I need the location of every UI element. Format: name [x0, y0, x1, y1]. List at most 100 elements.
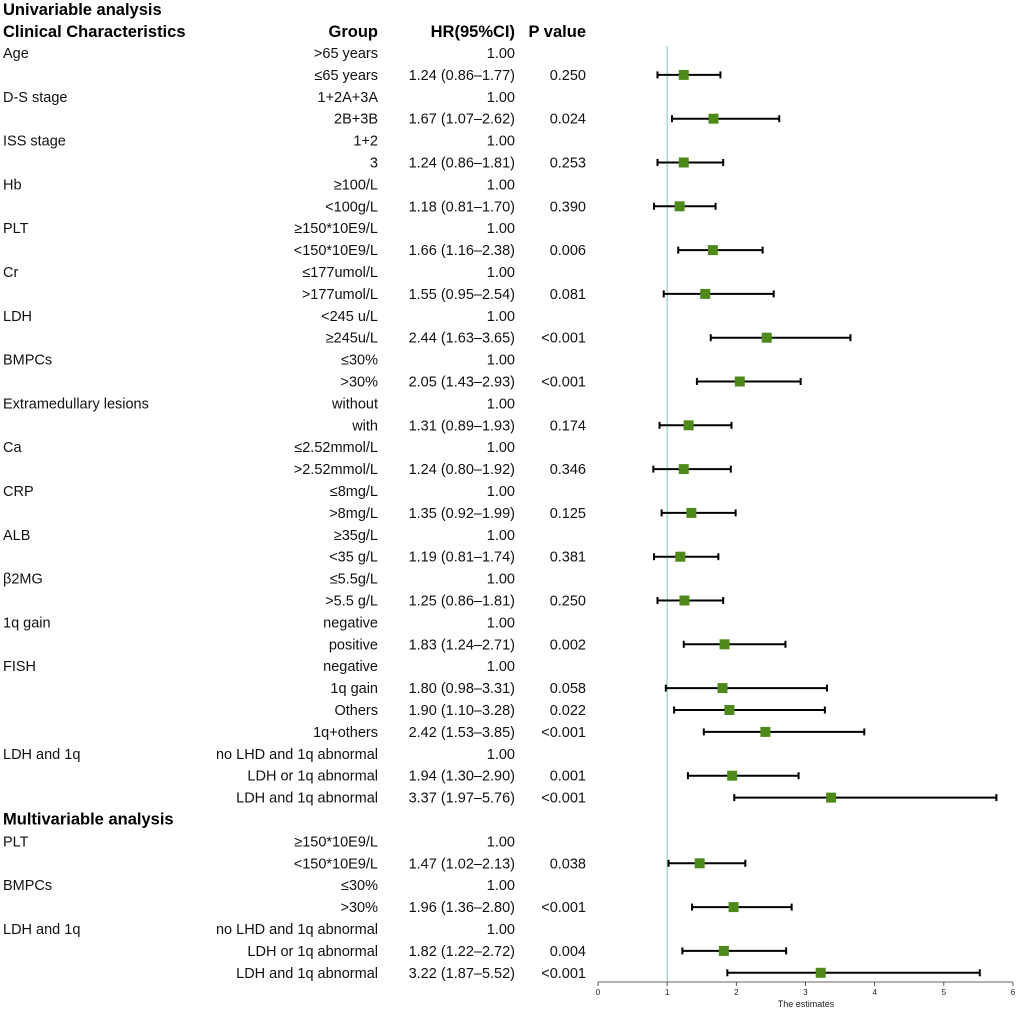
hr-point — [727, 770, 738, 781]
row-group: LDH or 1q abnormal — [247, 769, 378, 785]
row-hr-ci: 1.83 (1.24–2.71) — [409, 637, 515, 653]
hr-point — [707, 245, 718, 256]
row-label: Extramedullary lesions — [3, 396, 149, 412]
x-tick-label: 6 — [1011, 988, 1016, 997]
hr-point — [728, 902, 739, 913]
hr-point — [694, 858, 705, 869]
header-hr: HR(95%CI) — [431, 23, 515, 41]
row-hr-ci: 1.35 (0.92–1.99) — [409, 506, 515, 522]
hr-point — [719, 639, 730, 650]
hr-point — [678, 464, 689, 475]
row-hr-ci: 1.00 — [487, 440, 515, 456]
row-group: negative — [323, 659, 378, 675]
row-group: <100g/L — [325, 199, 378, 215]
row-hr-ci: 2.44 (1.63–3.65) — [409, 331, 515, 347]
row-group: >2.52mmol/L — [294, 462, 378, 478]
row-label: Cr — [3, 265, 18, 281]
x-tick-label: 3 — [803, 988, 808, 997]
row-pvalue: <0.001 — [541, 375, 586, 391]
row-label: LDH — [3, 309, 32, 325]
hr-point — [761, 332, 772, 343]
row-hr-ci: 1.00 — [487, 396, 515, 412]
row-hr-ci: 1.00 — [487, 572, 515, 588]
row-hr-ci: 1.00 — [487, 90, 515, 106]
row-group: 1q gain — [330, 681, 378, 697]
hr-point — [724, 705, 735, 715]
row-group: ≤30% — [341, 878, 378, 894]
hr-point — [718, 945, 729, 956]
row-group: no LHD and 1q abnormal — [216, 747, 378, 763]
hr-point — [679, 595, 690, 606]
row-label: Ca — [3, 440, 22, 456]
row-group: Others — [334, 703, 378, 719]
hr-point — [674, 201, 685, 212]
hr-point — [815, 967, 826, 978]
row-label: FISH — [3, 659, 36, 675]
row-label: PLT — [3, 834, 29, 850]
row-pvalue: <0.001 — [541, 331, 586, 347]
row-group: >65 years — [314, 46, 378, 62]
row-hr-ci: 1.55 (0.95–2.54) — [409, 287, 515, 303]
row-label: BMPCs — [3, 353, 52, 369]
row-group: ≥150*10E9/L — [294, 834, 378, 850]
row-hr-ci: 3.37 (1.97–5.76) — [409, 791, 515, 807]
x-axis: 0 1 2 3 4 5 6 — [596, 981, 1016, 997]
hr-point — [734, 376, 745, 387]
row-hr-ci: 1.00 — [487, 528, 515, 544]
row-hr-ci: 1.66 (1.16–2.38) — [409, 243, 515, 259]
row-group: LDH and 1q abnormal — [236, 791, 378, 807]
row-hr-ci: 2.42 (1.53–3.85) — [409, 725, 515, 741]
row-label: BMPCs — [3, 878, 52, 894]
row-group: <150*10E9/L — [294, 243, 378, 259]
row-pvalue: 0.390 — [550, 199, 586, 215]
row-pvalue: 0.004 — [550, 944, 586, 960]
row-pvalue: 0.250 — [550, 68, 586, 84]
row-pvalue: 0.024 — [550, 112, 586, 128]
row-hr-ci: 1.67 (1.07–2.62) — [409, 112, 515, 128]
row-hr-ci: 1.00 — [487, 265, 515, 281]
row-hr-ci: 1.00 — [487, 221, 515, 237]
row-pvalue: 0.250 — [550, 594, 586, 610]
row-pvalue: 0.346 — [550, 462, 586, 478]
x-tick-label: 1 — [665, 988, 670, 997]
row-group: 1+2A+3A — [318, 90, 379, 106]
row-hr-ci: 1.00 — [487, 46, 515, 62]
row-hr-ci: 1.24 (0.86–1.77) — [409, 68, 515, 84]
row-label: ISS stage — [3, 134, 66, 150]
row-hr-ci: 1.94 (1.30–2.90) — [409, 769, 515, 785]
row-hr-ci: 1.00 — [487, 878, 515, 894]
row-label: D-S stage — [3, 90, 67, 106]
row-pvalue: 0.381 — [550, 550, 586, 566]
row-group: LDH or 1q abnormal — [247, 944, 378, 960]
row-group: 1q+others — [313, 725, 378, 741]
row-hr-ci: 1.00 — [487, 834, 515, 850]
row-hr-ci: 1.00 — [487, 922, 515, 938]
row-group: <35 g/L — [329, 550, 378, 566]
row-pvalue: 0.174 — [550, 418, 586, 434]
row-hr-ci: 1.82 (1.22–2.72) — [409, 944, 515, 960]
row-hr-ci: 1.80 (0.98–3.31) — [409, 681, 515, 697]
hr-point — [675, 551, 686, 562]
row-group: ≥100/L — [334, 177, 378, 193]
row-label: Hb — [3, 177, 22, 193]
header-pvalue: P value — [529, 23, 586, 41]
row-group: ≤177umol/L — [302, 265, 378, 281]
hr-point — [678, 69, 689, 80]
row-pvalue: 0.002 — [550, 637, 586, 653]
row-hr-ci: 1.00 — [487, 134, 515, 150]
row-hr-ci: 1.00 — [487, 177, 515, 193]
row-hr-ci: 1.18 (0.81–1.70) — [409, 199, 515, 215]
row-hr-ci: 2.05 (1.43–2.93) — [409, 375, 515, 391]
header-characteristics: Clinical Characteristics — [3, 23, 186, 41]
row-pvalue: 0.038 — [550, 856, 586, 872]
row-label: Age — [3, 46, 29, 62]
row-pvalue: 0.081 — [550, 287, 586, 303]
x-tick-label: 5 — [942, 988, 947, 997]
hr-point — [678, 157, 689, 168]
row-group: ≤65 years — [314, 68, 378, 84]
row-group: ≤2.52mmol/L — [294, 440, 378, 456]
row-group: ≤5.5g/L — [330, 572, 378, 588]
row-pvalue: <0.001 — [541, 966, 586, 982]
row-group: without — [331, 396, 378, 412]
row-pvalue: 0.125 — [550, 506, 586, 522]
